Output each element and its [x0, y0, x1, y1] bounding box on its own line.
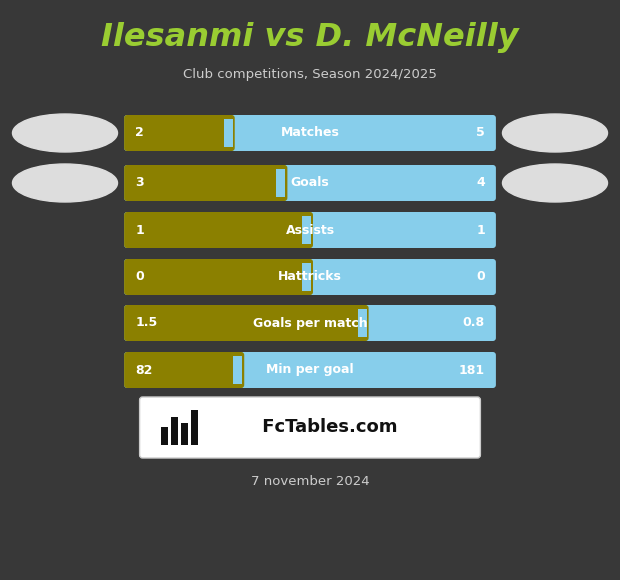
FancyBboxPatch shape: [124, 352, 496, 388]
Text: Ilesanmi vs D. McNeilly: Ilesanmi vs D. McNeilly: [101, 22, 519, 53]
FancyBboxPatch shape: [124, 115, 235, 151]
Text: 82: 82: [135, 364, 153, 376]
Ellipse shape: [502, 164, 608, 202]
Text: 5: 5: [476, 126, 485, 140]
Text: FcTables.com: FcTables.com: [256, 419, 397, 437]
FancyBboxPatch shape: [124, 305, 369, 341]
FancyBboxPatch shape: [124, 305, 496, 341]
FancyBboxPatch shape: [124, 352, 244, 388]
Text: Matches: Matches: [281, 126, 339, 140]
FancyBboxPatch shape: [124, 115, 496, 151]
Ellipse shape: [502, 114, 608, 152]
Text: 1.5: 1.5: [135, 317, 157, 329]
Text: 0: 0: [476, 270, 485, 284]
Bar: [358, 309, 366, 337]
Text: Hattricks: Hattricks: [278, 270, 342, 284]
Bar: [277, 169, 285, 197]
Ellipse shape: [12, 114, 118, 152]
Text: Goals per match: Goals per match: [253, 317, 367, 329]
Text: 7 november 2024: 7 november 2024: [250, 475, 370, 488]
Text: 4: 4: [476, 176, 485, 190]
Bar: [302, 216, 311, 244]
Text: 1: 1: [135, 223, 144, 237]
Text: Club competitions, Season 2024/2025: Club competitions, Season 2024/2025: [183, 68, 437, 81]
FancyBboxPatch shape: [124, 165, 496, 201]
FancyBboxPatch shape: [140, 397, 480, 458]
FancyBboxPatch shape: [124, 212, 496, 248]
Text: Min per goal: Min per goal: [266, 364, 354, 376]
Text: 181: 181: [459, 364, 485, 376]
FancyBboxPatch shape: [124, 259, 496, 295]
FancyBboxPatch shape: [124, 212, 313, 248]
Text: Assists: Assists: [285, 223, 335, 237]
Bar: [233, 356, 242, 384]
Text: Goals: Goals: [291, 176, 329, 190]
Bar: [180, 423, 188, 445]
Text: 0: 0: [135, 270, 144, 284]
Text: 0.8: 0.8: [463, 317, 485, 329]
Text: 3: 3: [135, 176, 144, 190]
Bar: [170, 417, 177, 445]
Text: 1: 1: [476, 223, 485, 237]
Bar: [190, 410, 198, 445]
FancyBboxPatch shape: [124, 259, 313, 295]
Ellipse shape: [12, 164, 118, 202]
Bar: [302, 263, 311, 291]
FancyBboxPatch shape: [124, 165, 288, 201]
Bar: [224, 119, 232, 147]
Text: 2: 2: [135, 126, 144, 140]
Bar: [161, 427, 167, 445]
